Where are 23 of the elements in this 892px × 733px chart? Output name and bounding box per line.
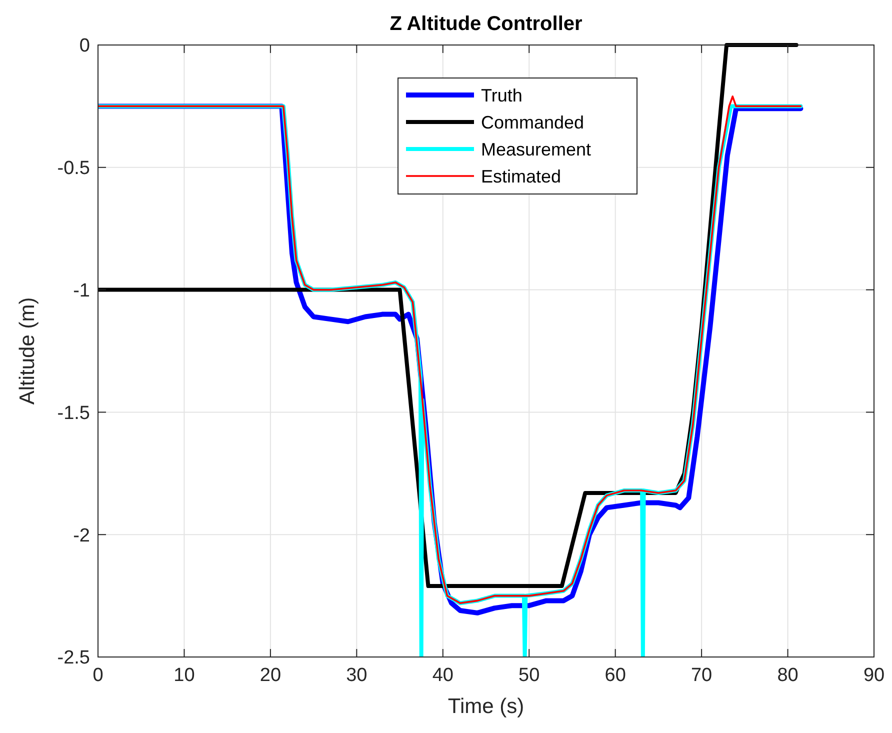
x-tick-label: 80 bbox=[777, 665, 798, 686]
x-tick-label: 50 bbox=[518, 665, 540, 686]
legend-label: Measurement bbox=[481, 139, 592, 160]
y-tick-label: -0.5 bbox=[57, 158, 90, 180]
x-tick-label: 20 bbox=[260, 665, 282, 686]
x-tick-label: 40 bbox=[432, 665, 454, 686]
legend-label: Estimated bbox=[481, 166, 562, 186]
y-tick-label: -2.5 bbox=[57, 648, 90, 669]
legend-label: Commanded bbox=[481, 112, 584, 132]
x-tick-label: 60 bbox=[604, 665, 626, 686]
x-tick-label: 10 bbox=[174, 665, 195, 686]
x-axis-title: Time (s) bbox=[448, 695, 524, 718]
x-tick-label: 30 bbox=[346, 665, 368, 686]
y-tick-label: -2 bbox=[73, 525, 90, 546]
y-tick-label: -1 bbox=[73, 280, 90, 302]
x-tick-label: 70 bbox=[690, 665, 712, 686]
x-tick-label: 90 bbox=[863, 665, 885, 686]
legend-label: Truth bbox=[481, 85, 522, 106]
chart-title: Z Altitude Controller bbox=[390, 13, 583, 35]
y-tick-label: 0 bbox=[79, 36, 90, 57]
x-tick-label: 0 bbox=[92, 665, 104, 686]
y-axis-title: Altitude (m) bbox=[16, 297, 39, 405]
y-tick-label: -1.5 bbox=[57, 402, 90, 424]
